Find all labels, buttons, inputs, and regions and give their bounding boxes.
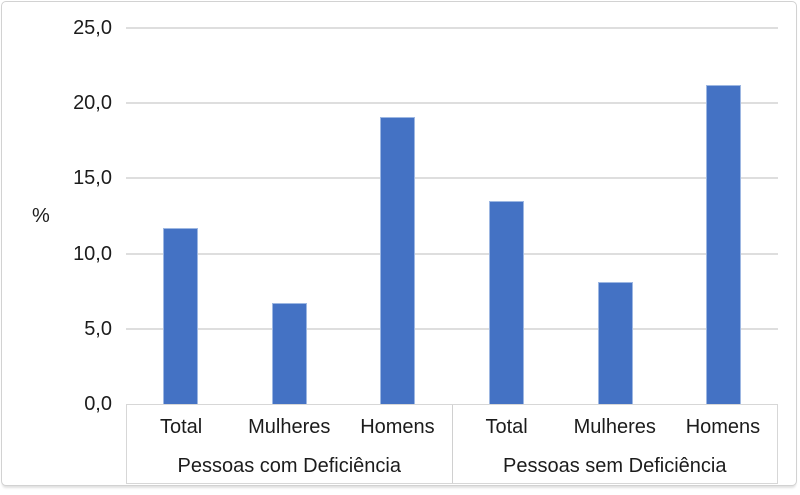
gridline bbox=[126, 177, 778, 180]
x-axis-label-box: Total Mulheres Homens Pessoas com Deficiênc… bbox=[126, 404, 778, 484]
category-label: Total bbox=[485, 415, 528, 438]
y-tick-label: 15,0 bbox=[73, 167, 112, 190]
y-tick-label: 10,0 bbox=[73, 242, 112, 265]
y-axis-unit-label: % bbox=[32, 205, 50, 227]
category-label: Homens bbox=[685, 415, 761, 438]
bar-mulheres-pessoas-sem-deficiencia bbox=[597, 282, 633, 404]
category-group: Total Mulheres Homens Pessoas sem Deficiênc… bbox=[451, 405, 778, 483]
category-label: Homens bbox=[360, 415, 435, 438]
y-tick-label: 0,0 bbox=[84, 393, 112, 415]
category-group: Total Mulheres Homens Pessoas com Deficiênc… bbox=[127, 405, 452, 483]
category-label-row: Total Mulheres Homens bbox=[453, 405, 778, 449]
group-label: Pessoas sem Deficiência bbox=[503, 454, 727, 477]
gridline bbox=[126, 252, 778, 255]
category-label: Mulheres bbox=[248, 415, 331, 438]
gridline bbox=[126, 102, 778, 105]
gridline bbox=[126, 27, 778, 29]
bar-total-pessoas-com-deficiencia bbox=[162, 228, 198, 404]
category-label: Total bbox=[159, 415, 203, 438]
category-label: Mulheres bbox=[573, 415, 656, 438]
y-tick-label: 25,0 bbox=[73, 17, 112, 39]
chart-frame: % 0,0 5,0 10,0 15,0 20,0 25,0 Total Mulheres Ho… bbox=[1, 1, 797, 486]
plot-area bbox=[126, 27, 778, 404]
group-label: Pessoas com Deficiência bbox=[177, 454, 401, 477]
bar-mulheres-pessoas-com-deficiencia bbox=[271, 303, 307, 404]
y-tick-label: 20,0 bbox=[73, 92, 112, 115]
bar-homens-pessoas-com-deficiencia bbox=[380, 117, 416, 404]
gridline bbox=[126, 327, 778, 330]
bar-homens-pessoas-sem-deficiencia bbox=[706, 85, 742, 404]
category-label-row: Total Mulheres Homens bbox=[127, 405, 452, 449]
y-tick-label: 5,0 bbox=[84, 317, 112, 340]
bar-total-pessoas-sem-deficiencia bbox=[488, 201, 524, 404]
